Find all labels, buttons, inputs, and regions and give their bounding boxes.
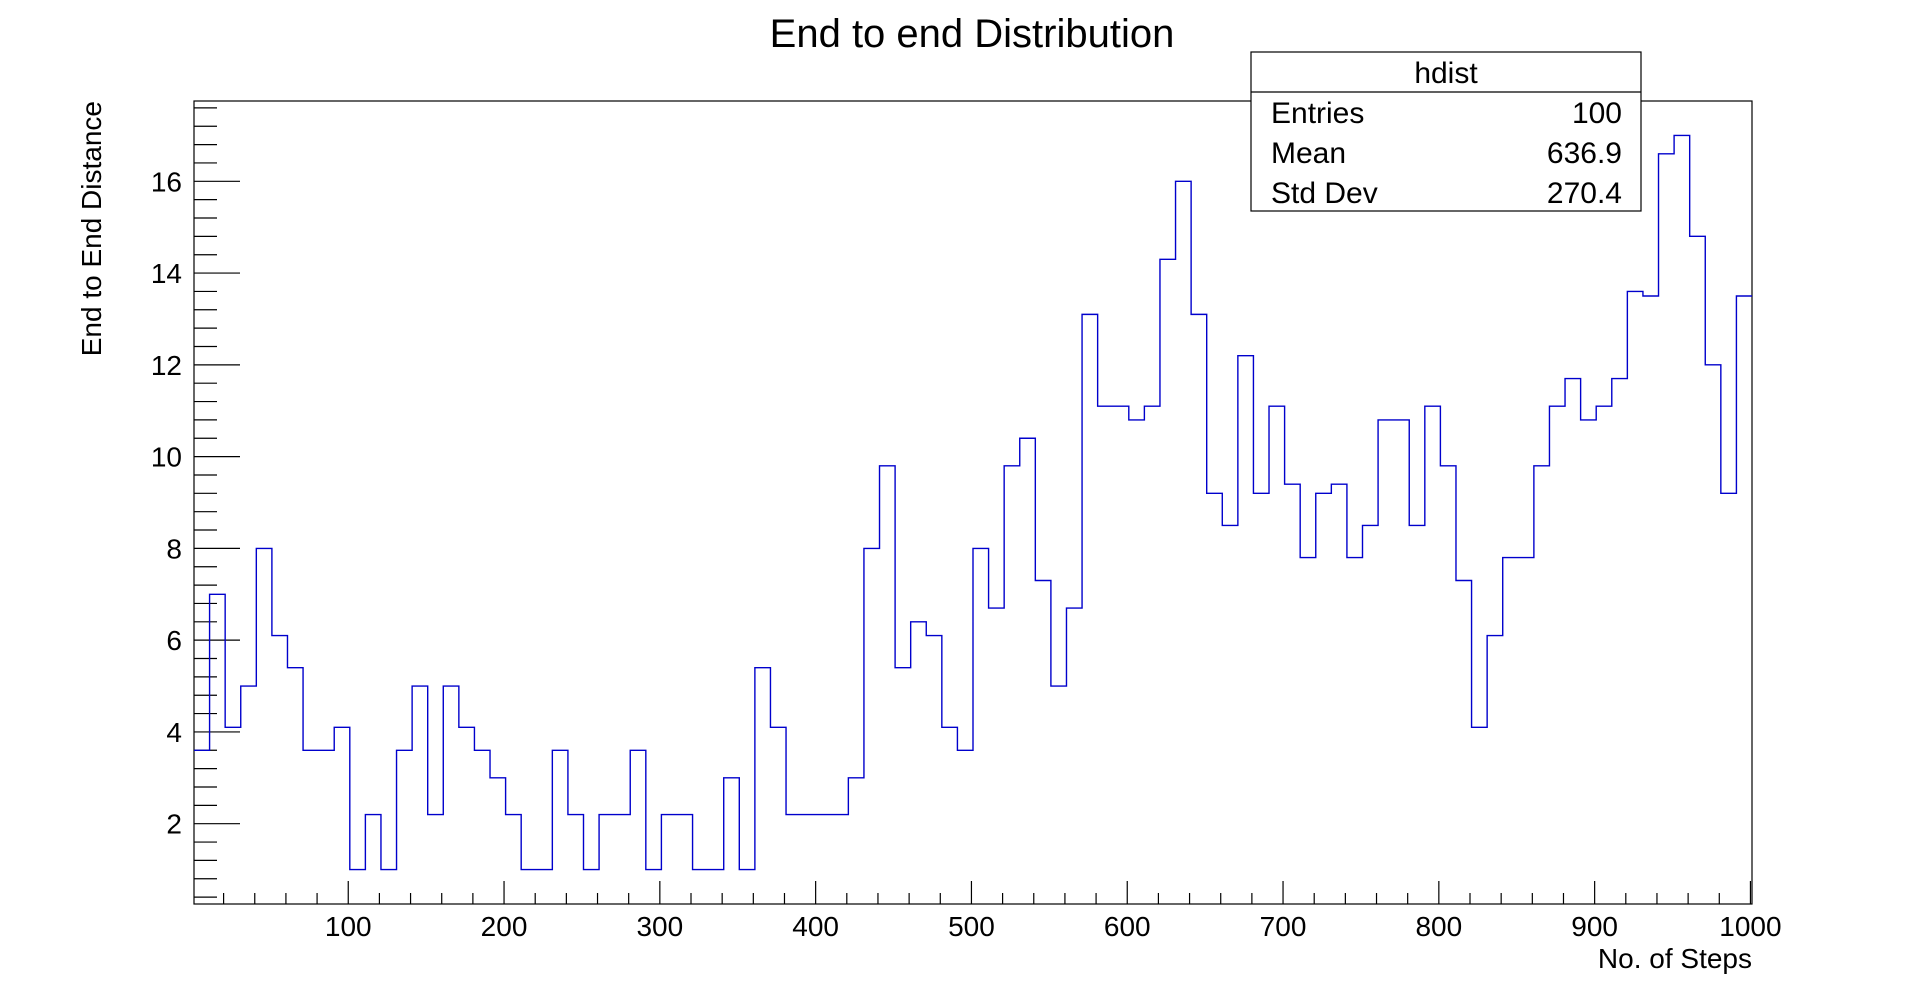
stats-mean-value: 636.9 xyxy=(1547,137,1622,170)
stats-entries-label: Entries xyxy=(1271,97,1364,130)
x-tick-label: 300 xyxy=(636,911,683,942)
x-tick-label: 700 xyxy=(1260,911,1307,942)
y-tick-label: 2 xyxy=(166,809,182,840)
y-axis-ticks xyxy=(194,107,240,898)
histogram-series-line xyxy=(194,134,1752,871)
y-tick-label: 4 xyxy=(166,717,182,748)
chart-title: End to end Distribution xyxy=(770,12,1175,56)
plot-frame xyxy=(193,100,1753,905)
stats-box: hdist Entries 100 Mean 636.9 Std Dev 270… xyxy=(1250,51,1642,212)
stats-box-frame xyxy=(1250,51,1642,212)
y-tick-label: 12 xyxy=(151,350,182,381)
y-axis-tick-labels: 2 4 6 8 10 12 14 16 xyxy=(151,166,182,839)
x-tick-label: 200 xyxy=(481,911,528,942)
y-tick-label: 6 xyxy=(166,625,182,656)
x-tick-label: 100 xyxy=(325,911,372,942)
x-tick-label: 1000 xyxy=(1719,911,1781,942)
stats-box-title: hdist xyxy=(1414,57,1478,90)
y-axis-label: End to End Distance xyxy=(76,101,107,356)
stats-stddev-value: 270.4 xyxy=(1547,177,1622,210)
stats-mean-label: Mean xyxy=(1271,137,1346,170)
x-tick-label: 400 xyxy=(792,911,839,942)
stats-stddev-label: Std Dev xyxy=(1271,177,1378,210)
y-tick-label: 16 xyxy=(151,166,182,197)
y-tick-label: 8 xyxy=(166,533,182,564)
x-axis-label: No. of Steps xyxy=(1598,943,1752,974)
x-tick-label: 800 xyxy=(1415,911,1462,942)
x-tick-label: 500 xyxy=(948,911,995,942)
stats-entries-value: 100 xyxy=(1572,97,1622,130)
x-tick-label: 900 xyxy=(1571,911,1618,942)
x-axis-ticks xyxy=(223,881,1752,904)
y-tick-label: 10 xyxy=(151,442,182,473)
x-tick-label: 600 xyxy=(1104,911,1151,942)
y-tick-label: 14 xyxy=(151,258,182,289)
x-axis-tick-labels: 100 200 300 400 500 600 700 800 900 1000 xyxy=(325,911,1782,942)
